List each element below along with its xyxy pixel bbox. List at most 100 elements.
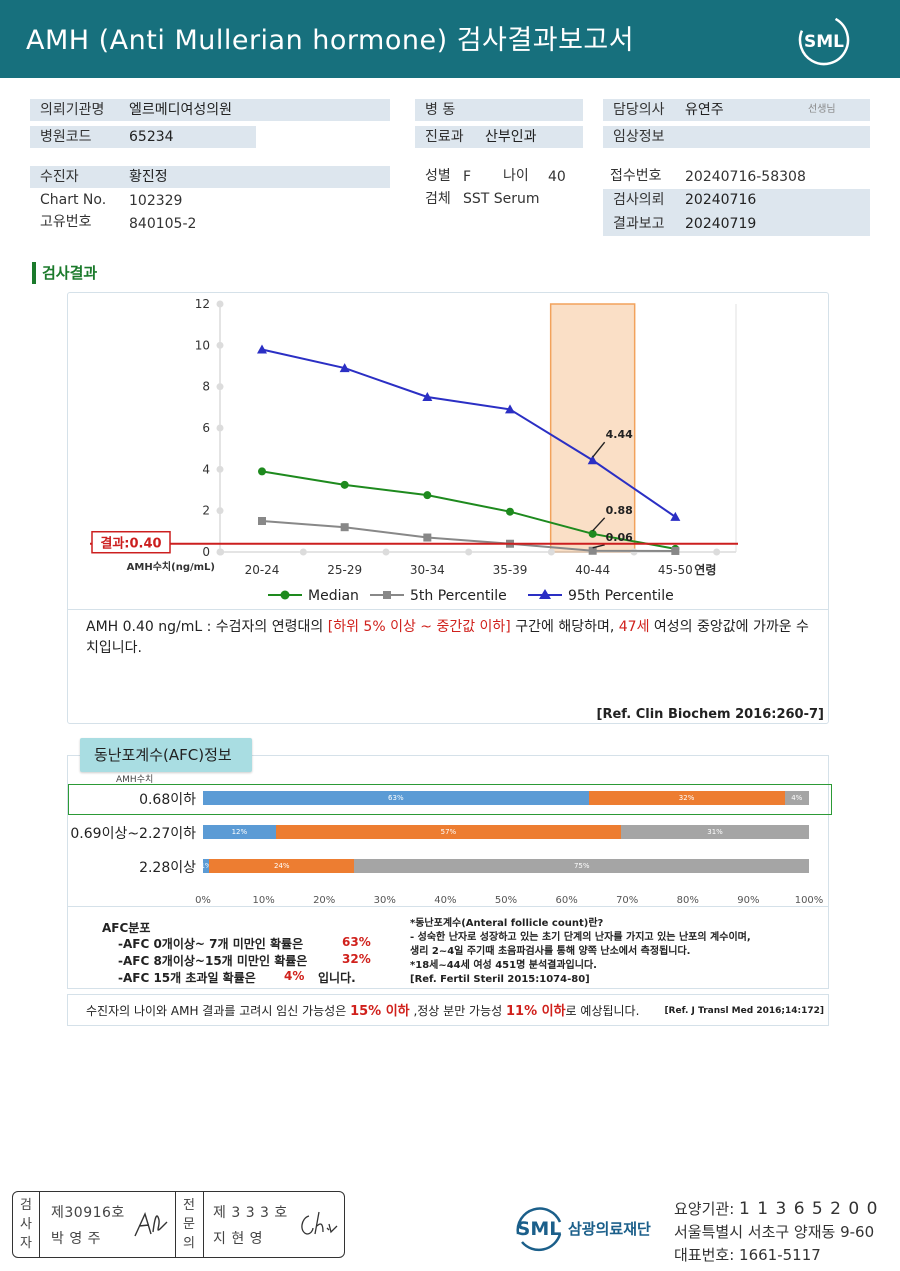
legend-marker [539, 589, 551, 599]
y-tick-label: 8 [202, 380, 210, 394]
afc-x-tick: 10% [252, 895, 275, 906]
series-line-triangle [261, 348, 676, 518]
series-line-square [261, 520, 676, 552]
afc-bar-segment: 63% [203, 791, 589, 805]
age-label: 나이 [503, 168, 529, 184]
afc-dist-after: 입니다. [318, 971, 356, 985]
specialist-name: 지 현 영 [213, 1231, 264, 1247]
hospital-code-label: 병원코드 [40, 129, 92, 145]
department-label: 진료과 [425, 129, 464, 145]
y-tick-mark [216, 341, 224, 349]
afc-x-tick: 40% [434, 895, 457, 906]
data-point [506, 507, 514, 516]
chart-panel: 0 2 4 6 8 10 12 20-24 25-29 30-34 35-39 40-44 45-50 연… [67, 292, 829, 724]
data-point [588, 546, 597, 555]
afc-amh-label: AMH수치 [116, 775, 154, 785]
ward-field: 병 동 [415, 99, 583, 121]
x-tick-mark [382, 548, 390, 556]
data-point [340, 480, 349, 489]
specimen-label: 검체 [425, 191, 451, 207]
afc-definition: *동난포계수(Anteral follicle count)란? - 성숙한 난… [410, 917, 751, 987]
afc-info-panel [67, 907, 829, 989]
specialist-no: 제 3 3 3 호 [213, 1205, 288, 1221]
summary-part2: ,정상 분만 가능성 [409, 1004, 506, 1018]
org-address: 서울특별시 서초구 양재동 9-60 [674, 1223, 875, 1241]
sign-divider [39, 1192, 40, 1257]
annotation-pointer [592, 544, 605, 549]
org-code-value: 1 1 3 6 5 2 0 0 [739, 1199, 879, 1219]
afc-panel [67, 755, 829, 907]
org-phone-value: 1661-5117 [739, 1246, 821, 1264]
org-logo: SML [516, 1207, 561, 1252]
report-label: 결과보고 [613, 216, 665, 232]
series-line-circle [261, 470, 676, 550]
afc-dist-text: -AFC 0개이상~ 7개 미만인 확률은 [118, 937, 304, 951]
receipt-no-value: 20240716-58308 [685, 169, 806, 185]
x-tick-label: 45-50 [658, 563, 693, 577]
result-label: 결과:0.40 [100, 536, 161, 552]
summary-part1: 수진자의 나이와 AMH 결과를 고려시 임신 가능성은 [86, 1004, 351, 1018]
interpretation-reference: [Ref. Clin Biochem 2016:260-7] [596, 707, 824, 722]
afc-def-line: - 성숙한 난자로 성장하고 있는 초기 단계의 난자를 가지고 있는 난포의 … [410, 932, 751, 943]
data-point [422, 392, 433, 401]
data-point [257, 344, 267, 354]
y-tick-mark [216, 465, 224, 473]
report-date-value: 20240719 [685, 216, 757, 232]
data-point [258, 467, 266, 476]
legend-marker [280, 590, 290, 600]
afc-dist-text: -AFC 8개이상~15개 미만인 확률은 [118, 954, 308, 968]
hospital-code-field: 병원코드 65234 [30, 126, 256, 148]
afc-bar-segment: 32% [588, 791, 785, 805]
sex-value: F [463, 169, 472, 185]
data-point [587, 455, 598, 465]
x-tick-mark [547, 548, 555, 556]
data-point [339, 363, 350, 373]
sex-label: 성별 [425, 168, 451, 184]
dates-field: 검사의뢰 20240716 결과보고 20240719 [603, 189, 870, 236]
data-point [340, 523, 349, 532]
afc-bar-segment: 75% [354, 859, 809, 873]
examiner-signature [134, 1212, 168, 1237]
data-point [670, 511, 681, 521]
clinical-info-field: 임상정보 [603, 126, 870, 148]
afc-dist-text: -AFC 15개 초과일 확률은 [118, 971, 256, 985]
afc-x-tick: 90% [737, 895, 760, 906]
afc-def-line: *18세~44세 여성 451명 분석결과입니다. [410, 960, 597, 971]
report-title: AMH (Anti Mullerian hormone) 검사결과보고서 [26, 25, 635, 56]
department-value: 산부인과 [485, 129, 537, 145]
afc-row-highlight [68, 784, 832, 815]
afc-bar-segment: 57% [275, 825, 622, 839]
afc-x-tick: 50% [494, 895, 518, 906]
x-tick-label: 30-34 [410, 563, 445, 577]
data-point [423, 533, 432, 542]
afc-bar-segment: 31% [621, 825, 809, 839]
summary-part3: 로 예상됩니다. [565, 1004, 640, 1018]
x-tick-label: 40-44 [575, 563, 610, 577]
annotation-label: 4.44 [606, 428, 633, 441]
x-tick-label: 20-24 [245, 563, 280, 577]
org-code-label: 요양기관: [674, 1200, 740, 1218]
y-axis-unit-label: AMH수치(ng/mL) [127, 560, 215, 573]
afc-bar: 1%24%75% [203, 859, 809, 873]
y-tick-label: 6 [202, 421, 210, 435]
amh-chart: 0 2 4 6 8 10 12 20-24 25-29 30-34 35-39 40-44 45-50 연… [90, 297, 738, 604]
examiner-no: 제30916호 [51, 1205, 125, 1221]
x-tick-mark [713, 548, 721, 556]
chart-divider [68, 609, 828, 610]
y-tick-mark [216, 300, 224, 308]
annotation-label: 0.06 [606, 531, 633, 544]
x-tick-label: 25-29 [327, 563, 362, 577]
org-name: 삼광의료재단 [568, 1220, 651, 1238]
x-tick-label: 35-39 [493, 563, 528, 577]
doctor-label: 담당의사 [613, 102, 665, 118]
age-value: 40 [548, 169, 566, 185]
afc-x-tick: 80% [676, 895, 699, 906]
specialist-signature [301, 1211, 338, 1235]
doctor-field: 담당의사 유연주 선생님 [603, 99, 870, 121]
y-tick-label: 4 [202, 462, 210, 476]
ward-label: 병 동 [425, 102, 456, 118]
clinical-info-label: 임상정보 [613, 129, 665, 145]
